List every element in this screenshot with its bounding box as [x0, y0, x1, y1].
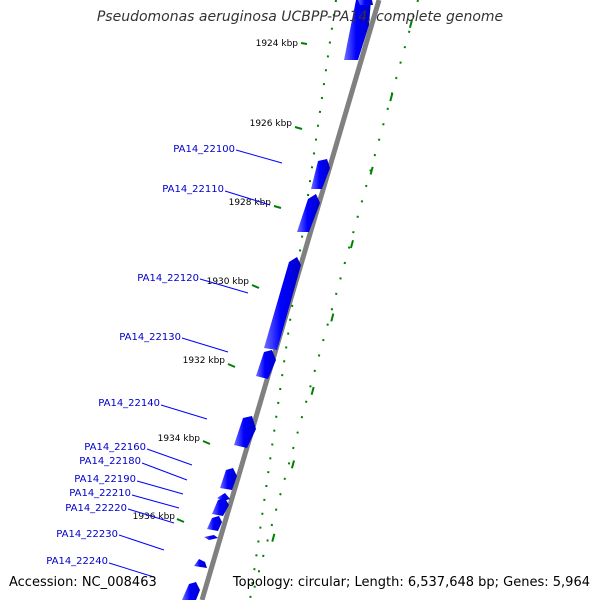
scale-label: 1934 kbp [158, 434, 201, 444]
gene-block-pa14-22180[interactable] [217, 493, 230, 501]
gene-label-pa14-22100[interactable]: PA14_22100 [173, 144, 235, 155]
scale-tick [227, 363, 236, 368]
gene-leader-line [146, 448, 193, 466]
gene-leader-line [181, 337, 229, 353]
gene-leader-line [127, 508, 175, 524]
scale-label: 1928 kbp [229, 198, 272, 208]
gene-block-pa14-22230[interactable] [194, 559, 207, 568]
scale-tick [300, 42, 308, 45]
scale-tick [251, 284, 260, 289]
scale-label: 1926 kbp [250, 119, 293, 129]
gene-leader-line [160, 404, 208, 420]
gene-label-pa14-22110[interactable]: PA14_22110 [162, 184, 224, 195]
gene-block-pa14-22120[interactable] [264, 257, 301, 350]
gene-block-pa14-22110[interactable] [297, 194, 320, 232]
gene-block-pa14-22240[interactable] [182, 582, 200, 600]
gene-block[interactable] [344, 0, 371, 60]
gene-block[interactable] [358, 0, 373, 5]
gene-block-pa14-22130[interactable] [256, 350, 276, 379]
accession-label: Accession: NC_008463 [9, 575, 157, 590]
gene-label-pa14-22180[interactable]: PA14_22180 [79, 456, 141, 467]
gene-block-pa14-22210[interactable] [207, 516, 222, 531]
scale-label: 1930 kbp [207, 277, 250, 287]
gene-leader-line [131, 494, 180, 509]
gene-label-pa14-22210[interactable]: PA14_22210 [69, 488, 131, 499]
gene-block-pa14-22140[interactable] [234, 416, 256, 448]
page-title: Pseudomonas aeruginosa UCBPP-PA14, compl… [96, 9, 504, 25]
gene-label-pa14-22120[interactable]: PA14_22120 [137, 273, 199, 284]
scale-tick [273, 205, 282, 209]
gene-label-pa14-22190[interactable]: PA14_22190 [74, 474, 136, 485]
gene-leader-line [224, 190, 271, 206]
gene-leader-line [108, 562, 155, 578]
genome-summary: Topology: circular; Length: 6,537,648 bp… [232, 575, 590, 590]
gene-block-pa14-22160[interactable] [220, 468, 237, 490]
gene-label-pa14-22230[interactable]: PA14_22230 [56, 529, 118, 540]
gene-leader-line [141, 462, 188, 481]
inner-tick-ring [249, 0, 337, 600]
gene-label-pa14-22220[interactable]: PA14_22220 [65, 503, 127, 514]
gene-leader-line [136, 480, 184, 495]
gene-label-pa14-22130[interactable]: PA14_22130 [119, 332, 181, 343]
scale-label: 1924 kbp [256, 39, 299, 49]
scale-tick [202, 440, 211, 445]
gene-block-pa14-22100[interactable] [311, 159, 330, 189]
outer-tick-ring [250, 0, 419, 600]
scale-tick [176, 518, 185, 523]
scale-tick [294, 126, 303, 130]
gene-block-pa14-22190[interactable] [212, 498, 229, 516]
gene-label-pa14-22140[interactable]: PA14_22140 [98, 398, 160, 409]
gene-leader-line [118, 534, 165, 551]
gene-leader-line [235, 149, 283, 164]
gene-leader-line [199, 278, 249, 294]
gene-label-pa14-22160[interactable]: PA14_22160 [84, 442, 146, 453]
gene-label-pa14-22240[interactable]: PA14_22240 [46, 556, 108, 567]
scale-label: 1932 kbp [183, 356, 226, 366]
gene-block-pa14-22220[interactable] [204, 535, 218, 540]
